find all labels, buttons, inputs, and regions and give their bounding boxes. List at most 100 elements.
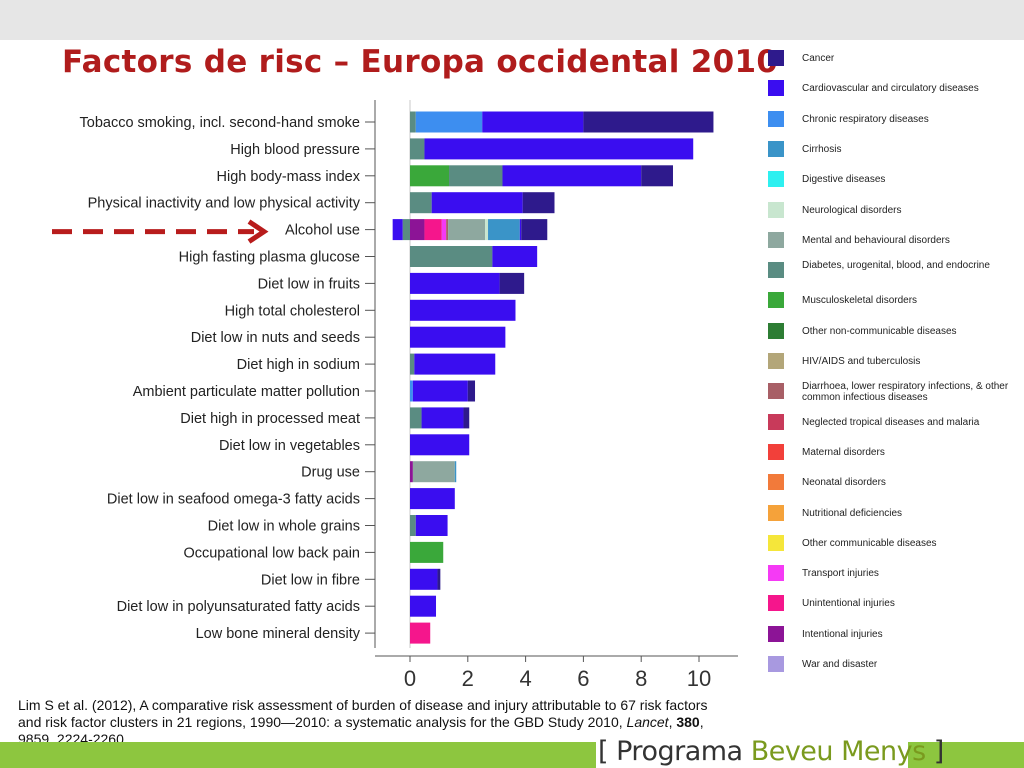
- legend-swatch: [768, 413, 784, 430]
- legend-label: Diarrhoea, lower respiratory infections,…: [802, 381, 1009, 404]
- legend-label: Maternal disorders: [802, 446, 885, 458]
- bar-segment: [410, 138, 425, 160]
- bar-segment: [499, 272, 525, 294]
- legend-label: Digestive diseases: [802, 174, 886, 186]
- bar-segment: [410, 407, 422, 429]
- legend-label: Transport injuries: [802, 568, 879, 580]
- legend-label: Diabetes, urogenital, blood, and endocri…: [802, 260, 990, 272]
- footer-logo-background: [596, 742, 908, 768]
- category-label: High total cholesterol: [225, 303, 360, 319]
- bar-segment: [410, 622, 431, 644]
- legend-label: Musculoskeletal disorders: [802, 295, 918, 307]
- legend-label: Nutritional deficiencies: [802, 507, 903, 519]
- legend-swatch: [768, 171, 784, 188]
- category-label: Diet low in whole grains: [208, 519, 360, 535]
- legend-swatch: [768, 534, 784, 551]
- legend-swatch: [768, 262, 784, 279]
- bar-segment: [410, 568, 438, 590]
- legend-label: Neonatal disorders: [802, 477, 886, 489]
- bar-segment: [410, 192, 432, 214]
- risk-factor-chart: 0 2 4 6 8 10 Tobacco smoking, incl. second-han…: [52, 100, 738, 691]
- category-label: Diet low in fruits: [258, 276, 360, 292]
- bar-segment: [583, 111, 714, 133]
- category-label: Diet low in vegetables: [219, 438, 360, 454]
- legend-swatch: [768, 80, 784, 97]
- bar-segment: [392, 219, 403, 241]
- legend-label: Other non-communicable diseases: [802, 325, 957, 337]
- bar-segment: [410, 541, 444, 563]
- bar-segment: [463, 407, 470, 429]
- bar-segment: [412, 380, 468, 402]
- bar-segment: [485, 219, 489, 241]
- bar-segment: [412, 461, 455, 483]
- logo-word-programa: Programa: [616, 736, 743, 767]
- bar-segment: [410, 353, 415, 375]
- legend-swatch: [768, 565, 784, 582]
- bar-segment: [424, 219, 442, 241]
- legend-label: Intentional injuries: [802, 628, 883, 640]
- citation-journal: Lancet: [626, 714, 669, 730]
- category-label: Diet low in fibre: [261, 572, 360, 588]
- x-tick-label: 0: [404, 666, 416, 691]
- legend-label: Other communicable diseases: [802, 537, 937, 549]
- legend-swatch: [768, 353, 784, 369]
- bar-segment: [415, 111, 483, 133]
- bar-segment: [415, 515, 448, 536]
- bar-segment: [502, 165, 642, 187]
- category-label: Ambient particulate matter pollution: [133, 384, 360, 400]
- bar-segment: [519, 219, 522, 241]
- bar-segment: [414, 353, 496, 375]
- bar-segment: [421, 407, 464, 429]
- bar-segment: [424, 138, 694, 160]
- legend-label: Neurological disorders: [802, 204, 902, 216]
- citation-separator: ,: [668, 714, 677, 730]
- bar-segment: [410, 380, 413, 402]
- legend-swatch: [768, 110, 784, 127]
- citation-text: Lim S et al. (2012), A comparative risk …: [18, 697, 708, 730]
- legend-swatch: [768, 140, 784, 157]
- bar-segment: [410, 488, 455, 510]
- category-label: High fasting plasma glucose: [179, 250, 360, 266]
- bar-segment: [410, 299, 516, 321]
- bar-segment: [467, 380, 476, 402]
- legend-swatch: [768, 504, 784, 521]
- bar-segment: [441, 219, 447, 241]
- bar-segment: [449, 165, 503, 187]
- bar-segment: [437, 568, 441, 590]
- citation-volume: 380: [676, 714, 700, 730]
- logo-bracket-open: [: [598, 736, 617, 767]
- category-label: Occupational low back pain: [183, 545, 360, 561]
- bar-segment: [410, 219, 425, 241]
- bar-segment: [521, 219, 548, 241]
- bar-segment: [410, 326, 506, 348]
- bar-segment: [488, 219, 520, 241]
- bar-segment: [410, 434, 470, 456]
- x-tick-label: 4: [519, 666, 531, 691]
- legend-label: Cancer: [802, 53, 835, 64]
- legend-swatch: [768, 383, 784, 400]
- legend-swatch: [768, 231, 784, 248]
- top-band: [0, 0, 1024, 40]
- programa-logo: [ Programa Beveu Menys ]: [598, 736, 944, 767]
- legend-label: Mental and behavioural disorders: [802, 234, 950, 246]
- bar-segment: [454, 461, 457, 483]
- legend-label: Unintentional injuries: [802, 598, 895, 610]
- bar-segment: [410, 515, 416, 536]
- bar-segment: [431, 192, 523, 214]
- legend-label: HIV/AIDS and tuberculosis: [802, 356, 921, 367]
- category-label: Diet low in nuts and seeds: [191, 330, 360, 346]
- category-label: High body-mass index: [217, 169, 361, 185]
- category-label: Diet low in seafood omega-3 fatty acids: [107, 492, 360, 508]
- bar-segment: [410, 595, 437, 617]
- bar-segment: [410, 111, 416, 133]
- category-label: Tobacco smoking, incl. second-hand smoke: [80, 115, 360, 131]
- bar-segment: [482, 111, 584, 133]
- category-label: Drug use: [301, 465, 360, 481]
- legend-label: Neglected tropical diseases and malaria: [802, 416, 980, 428]
- legend-swatch: [768, 595, 784, 612]
- bar-segment: [402, 219, 410, 241]
- bar-segment: [410, 461, 413, 483]
- bar-segment: [448, 219, 486, 241]
- legend-label: Cardiovascular and circulatory diseases: [802, 83, 979, 95]
- bar-segment: [410, 165, 450, 187]
